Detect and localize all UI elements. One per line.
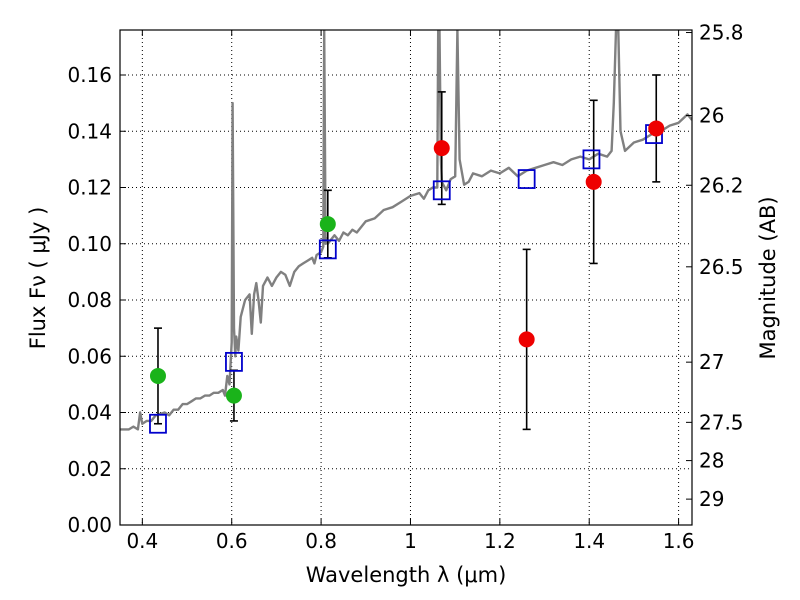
y-tick-label: 0.10 (67, 232, 112, 256)
axes: 0.4 0.6 0.8 1 1.2 1.4 1.6 0.00 0.02 0.04 0.06 0.08 0… (67, 21, 743, 553)
series-layer (120, 30, 692, 434)
y2-tick-label: 28 (699, 449, 724, 473)
y-tick-label: 0.00 (67, 513, 112, 537)
y2-tick-label: 29 (699, 487, 724, 511)
nir-photometry-point (518, 331, 535, 348)
nir-photometry-point (648, 120, 665, 137)
y2-tick-label: 27.5 (699, 410, 744, 434)
x-tick-label: 1 (404, 529, 417, 553)
x-axis-title: Wavelength λ (μm) (306, 563, 507, 587)
y-tick-label: 0.04 (67, 401, 112, 425)
y2-tick-label: 27 (699, 350, 724, 374)
sed-line (120, 30, 692, 431)
y2-tick-label: 26.2 (699, 173, 744, 197)
y-tick-label: 0.16 (67, 63, 112, 87)
model-band-square (149, 413, 167, 434)
nir-photometry-point (433, 140, 450, 157)
y2-tick-label: 25.8 (699, 21, 744, 45)
optical-photometry-point (149, 367, 166, 384)
y-axis-title: Flux Fν ( μJy ) (26, 207, 50, 350)
x-tick-label: 1.2 (484, 529, 516, 553)
y2-tick-label: 26 (699, 104, 724, 128)
model-band-square (432, 180, 451, 201)
y2-tick-label: 26.5 (699, 255, 744, 279)
y-tick-label: 0.06 (67, 344, 112, 368)
plot-frame (119, 29, 693, 526)
right-axis-title: Magnitude (AB) (756, 196, 780, 359)
x-tick-label: 0.4 (126, 529, 158, 553)
optical-photometry-point (225, 387, 242, 404)
nir-photometry-point (585, 173, 602, 190)
y-tick-label: 0.14 (67, 119, 112, 143)
y-tick-label: 0.12 (67, 176, 112, 200)
y-tick-label: 0.02 (67, 457, 112, 481)
model-band-square (318, 239, 337, 260)
y-tick-label: 0.08 (67, 288, 112, 312)
x-tick-label: 1.4 (573, 529, 605, 553)
optical-photometry-point (319, 216, 336, 233)
model-band-square (225, 351, 243, 372)
x-tick-label: 0.8 (305, 529, 337, 553)
x-tick-label: 0.6 (216, 529, 248, 553)
model-band-square (582, 149, 601, 170)
model-band-square (517, 169, 536, 189)
x-tick-label: 1.6 (663, 529, 695, 553)
